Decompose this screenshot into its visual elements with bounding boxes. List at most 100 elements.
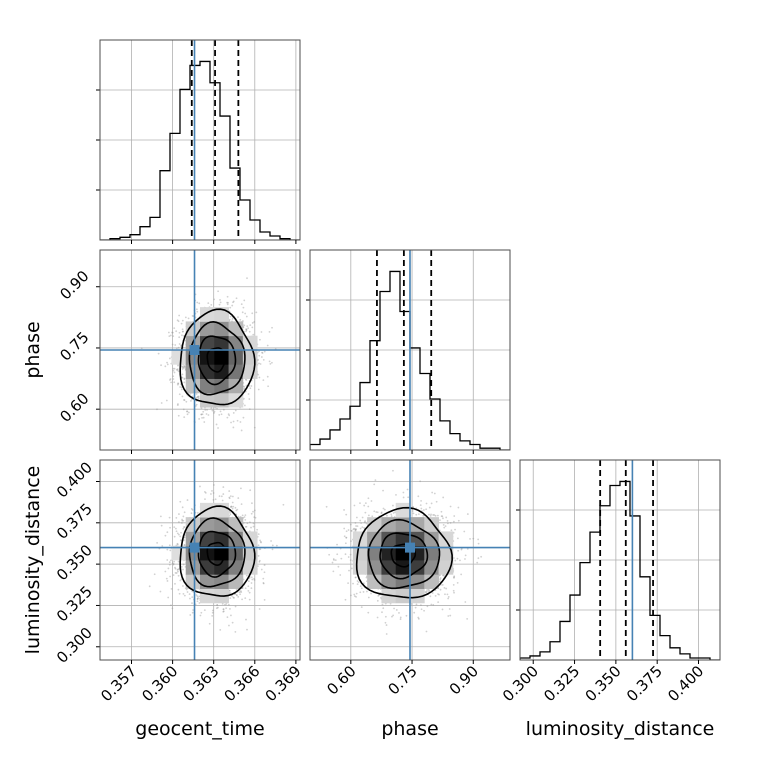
scatter-point <box>251 312 254 315</box>
truth-marker <box>189 542 200 553</box>
scatter-point <box>235 297 238 300</box>
scatter-point <box>205 413 208 415</box>
scatter-point <box>177 588 180 591</box>
scatter-point <box>166 531 169 534</box>
scatter-point <box>228 496 231 499</box>
scatter-point <box>181 376 184 379</box>
scatter-point <box>257 544 260 547</box>
scatter-point <box>250 587 253 590</box>
scatter-point <box>180 531 182 534</box>
scatter-point <box>243 516 246 518</box>
scatter-point <box>140 347 143 350</box>
scatter-point <box>449 614 452 617</box>
scatter-point <box>263 350 266 353</box>
panel-luminosity_distance-vs-geocent_time: 0.3000.3250.3500.3750.4000.3570.3600.363… <box>53 458 305 705</box>
scatter-point <box>261 352 264 354</box>
scatter-point <box>178 314 181 317</box>
scatter-point <box>208 622 211 625</box>
scatter-point <box>226 416 229 419</box>
scatter-point <box>245 328 248 331</box>
scatter-point <box>202 416 205 419</box>
scatter-point <box>271 548 274 551</box>
scatter-point <box>211 490 213 492</box>
scatter-point <box>191 315 194 317</box>
scatter-point <box>218 413 221 416</box>
density-cell <box>214 378 229 394</box>
scatter-point <box>259 548 262 551</box>
scatter-point <box>195 308 198 311</box>
scatter-point <box>176 568 179 571</box>
y-tick-label: 0.325 <box>53 582 96 625</box>
scatter-point <box>260 356 263 358</box>
scatter-point <box>183 544 186 547</box>
scatter-point <box>347 582 349 585</box>
scatter-point <box>183 399 186 402</box>
scatter-point <box>195 397 198 399</box>
xlabel-luminosity-distance: luminosity_distance <box>526 718 715 740</box>
scatter-point <box>178 521 180 523</box>
scatter-point <box>157 352 160 355</box>
y-tick-label: 0.90 <box>56 267 92 303</box>
scatter-point <box>222 493 225 495</box>
scatter-point <box>185 588 188 591</box>
density-cell <box>185 378 201 394</box>
scatter-point <box>153 573 156 576</box>
scatter-point <box>168 335 171 337</box>
scatter-point <box>246 628 248 631</box>
scatter-point <box>441 584 444 586</box>
scatter-point <box>178 343 181 345</box>
scatter-point <box>234 506 237 509</box>
scatter-point <box>236 508 239 511</box>
scatter-point <box>229 589 231 592</box>
scatter-point <box>183 536 186 539</box>
scatter-point <box>419 480 422 483</box>
scatter-point <box>191 602 193 605</box>
scatter-point <box>376 511 379 514</box>
scatter-point <box>167 331 170 334</box>
y-tick-label: 0.400 <box>53 458 96 501</box>
scatter-point <box>248 521 251 524</box>
scatter-point <box>355 592 358 595</box>
scatter-point <box>257 555 260 557</box>
scatter-point <box>177 533 180 536</box>
scatter-point <box>228 318 231 321</box>
scatter-point <box>211 614 214 617</box>
scatter-point <box>161 545 164 547</box>
scatter-point <box>198 602 201 604</box>
scatter-point <box>242 306 245 309</box>
density-cell <box>171 545 187 561</box>
y-tick-label: 0.75 <box>56 328 92 364</box>
scatter-point <box>183 594 186 597</box>
scatter-point <box>219 301 222 304</box>
scatter-point <box>181 319 184 322</box>
scatter-point <box>198 595 201 598</box>
scatter-point <box>227 603 230 606</box>
scatter-point <box>167 596 170 599</box>
scatter-point <box>171 562 174 565</box>
scatter-point <box>173 535 176 538</box>
scatter-point <box>239 318 242 321</box>
scatter-point <box>215 607 218 610</box>
scatter-point <box>201 416 203 419</box>
scatter-point <box>197 597 199 599</box>
scatter-point <box>252 525 255 528</box>
ylabel-luminosity-distance: luminosity_distance <box>22 466 44 655</box>
scatter-point <box>177 320 180 323</box>
scatter-point <box>173 381 176 384</box>
scatter-point <box>252 522 255 525</box>
density-cell <box>214 392 229 408</box>
scatter-point <box>211 409 214 412</box>
scatter-point <box>191 398 193 401</box>
scatter-point <box>191 509 194 511</box>
density-cell <box>185 364 201 379</box>
scatter-point <box>179 579 182 582</box>
scatter-point <box>333 559 335 561</box>
scatter-point <box>275 544 278 547</box>
density-cell <box>214 364 229 379</box>
scatter-point <box>228 624 230 627</box>
scatter-point <box>392 504 394 507</box>
scatter-point <box>177 346 180 349</box>
scatter-point <box>166 363 169 366</box>
scatter-point <box>231 501 234 504</box>
scatter-point <box>177 364 179 367</box>
